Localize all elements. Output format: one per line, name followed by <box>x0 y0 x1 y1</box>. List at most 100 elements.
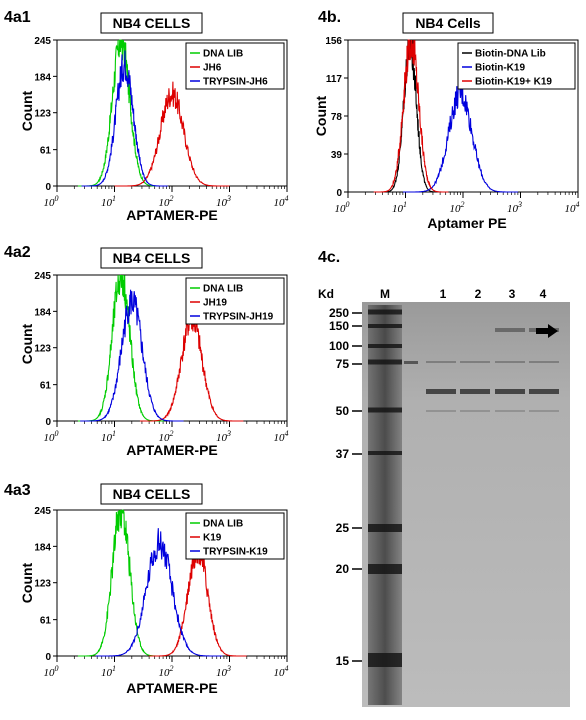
panel-4a3: 4a3 NB4 CELLS Count APTAMER-PE 0 61 123 184… <box>4 482 289 696</box>
legend-entry: JH6 <box>203 63 222 74</box>
lane-label: 1 <box>440 287 447 301</box>
marker-band <box>368 407 402 413</box>
legend-entry: Biotin-K19 <box>475 63 525 74</box>
x-tick-label: 104 <box>274 429 289 444</box>
legend <box>185 42 285 90</box>
y-tick-label: 0 <box>45 182 51 193</box>
x-tick-label: 101 <box>101 664 116 679</box>
lane-label: 2 <box>475 287 482 301</box>
x-axis-label: Aptamer PE <box>427 215 506 231</box>
y-tick-label: 184 <box>34 72 51 83</box>
y-tick-label: 123 <box>34 344 51 355</box>
series-line-3 <box>96 528 223 657</box>
marker-label: 20 <box>336 562 350 576</box>
y-tick-label: 117 <box>326 74 343 85</box>
y-axis-label: Count <box>19 562 35 603</box>
sample-band <box>426 361 456 363</box>
sample-band <box>460 410 490 412</box>
series-line-3 <box>373 39 449 193</box>
y-tick-label: 156 <box>325 36 342 47</box>
marker-band <box>368 359 402 365</box>
x-tick-label: 101 <box>392 200 407 215</box>
x-tick-label: 102 <box>450 200 465 215</box>
marker-label: 75 <box>336 357 350 371</box>
legend-entry: TRYPSIN-K19 <box>203 547 268 558</box>
marker-label: 150 <box>329 319 349 333</box>
series-line-3 <box>80 289 184 422</box>
sample-band <box>495 410 525 412</box>
panel-title: NB4 CELLS <box>113 15 191 31</box>
marker-label: 250 <box>329 306 349 320</box>
panel-4b: 4b. NB4 Cells Count Aptamer PE 0 39 78 117 1… <box>313 9 580 231</box>
sample-band <box>529 410 559 412</box>
x-tick-label: 103 <box>507 200 522 215</box>
x-tick-label: 103 <box>216 429 231 444</box>
y-axis-label: Count <box>313 95 329 136</box>
sample-band <box>495 389 525 394</box>
sample-band <box>460 361 490 363</box>
x-tick-label: 104 <box>274 194 289 209</box>
x-tick-label: 102 <box>159 664 174 679</box>
series-line-2 <box>114 81 230 187</box>
y-tick-label: 0 <box>336 188 342 199</box>
kd-label: Kd <box>318 287 334 301</box>
legend-entry: Biotin-DNA Lib <box>475 49 546 60</box>
x-tick-label: 100 <box>44 194 59 209</box>
legend-entry: DNA LIB <box>203 519 243 530</box>
y-axis-label: Count <box>19 323 35 364</box>
x-tick-label: 103 <box>216 194 231 209</box>
y-tick-label: 0 <box>45 652 51 663</box>
y-axis-label: Count <box>19 90 35 131</box>
marker-band <box>368 524 402 532</box>
x-axis-label: APTAMER-PE <box>126 207 218 223</box>
y-tick-label: 61 <box>40 616 52 627</box>
y-tick-label: 184 <box>34 307 51 318</box>
series-line-2 <box>148 535 247 657</box>
marker-band <box>368 451 402 455</box>
x-tick-label: 104 <box>274 664 289 679</box>
x-axis-label: APTAMER-PE <box>126 442 218 458</box>
marker-lane <box>368 305 402 705</box>
y-tick-label: 245 <box>34 506 51 517</box>
panel-label: 4a2 <box>4 244 31 261</box>
legend-entry: K19 <box>203 533 222 544</box>
y-tick-label: 184 <box>34 542 51 553</box>
x-tick-label: 101 <box>101 429 116 444</box>
panel-4a2: 4a2 NB4 CELLS Count APTAMER-PE 0 61 123 184… <box>4 244 289 458</box>
sample-band <box>495 328 525 332</box>
panel-title: NB4 CELLS <box>113 250 191 266</box>
legend <box>185 277 285 325</box>
marker-label: 15 <box>336 654 350 668</box>
sample-band <box>460 389 490 394</box>
marker-band <box>368 653 402 667</box>
sample-band <box>426 389 456 394</box>
x-axis-label: APTAMER-PE <box>126 680 218 696</box>
series-line-2 <box>402 80 518 193</box>
marker-band <box>368 564 402 574</box>
panel-title: NB4 Cells <box>415 15 481 31</box>
sample-band <box>404 361 418 364</box>
legend-entry: DNA LIB <box>203 284 243 295</box>
panel-label: 4a1 <box>4 9 31 26</box>
marker-band <box>368 309 402 315</box>
y-tick-label: 61 <box>40 146 52 157</box>
marker-label: 100 <box>329 339 349 353</box>
x-tick-label: 103 <box>216 664 231 679</box>
y-tick-label: 245 <box>34 36 51 47</box>
lane-label: 4 <box>540 287 547 301</box>
marker-band <box>368 344 402 348</box>
y-tick-label: 39 <box>331 150 343 161</box>
marker-label: 25 <box>336 521 350 535</box>
panel-label: 4b. <box>318 9 341 26</box>
x-tick-label: 100 <box>44 664 59 679</box>
y-tick-label: 123 <box>34 579 51 590</box>
legend-entry: TRYPSIN-JH19 <box>203 312 274 323</box>
arrow-icon <box>536 324 558 338</box>
y-tick-label: 0 <box>45 417 51 428</box>
y-tick-label: 61 <box>40 381 52 392</box>
marker-label: 50 <box>336 404 350 418</box>
gel-panel-label: 4c. <box>318 249 340 266</box>
sample-band <box>529 361 559 363</box>
